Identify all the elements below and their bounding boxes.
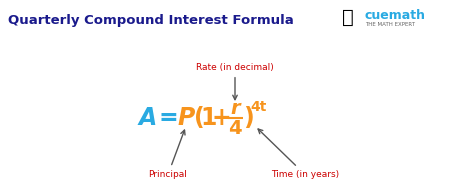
Text: THE MATH EXPERT: THE MATH EXPERT <box>365 22 415 27</box>
Text: Rate (in decimal): Rate (in decimal) <box>196 63 274 100</box>
Text: =: = <box>158 106 178 130</box>
Text: A: A <box>139 106 157 130</box>
Text: Time (in years): Time (in years) <box>258 129 339 179</box>
Text: Principal: Principal <box>148 130 187 179</box>
Text: 1: 1 <box>201 106 217 130</box>
Text: P: P <box>177 106 195 130</box>
Text: +: + <box>211 106 231 130</box>
Text: 4t: 4t <box>251 100 267 114</box>
Text: cuemath: cuemath <box>365 9 426 22</box>
Text: Quarterly Compound Interest Formula: Quarterly Compound Interest Formula <box>8 14 294 27</box>
Text: r: r <box>230 99 240 118</box>
Text: (: ( <box>193 106 204 130</box>
Text: 4: 4 <box>228 118 242 137</box>
Text: 🚀: 🚀 <box>342 8 354 27</box>
Text: ): ) <box>243 106 254 130</box>
